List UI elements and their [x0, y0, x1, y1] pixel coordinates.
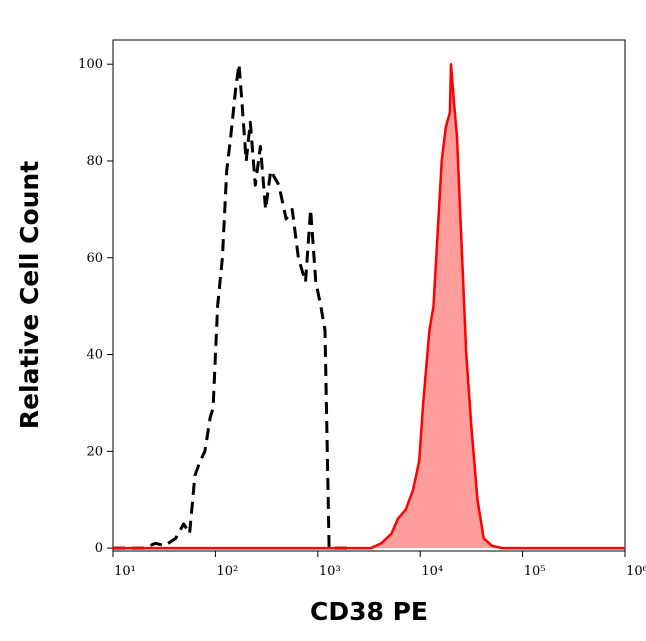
- plot-frame: [112, 39, 626, 552]
- y-tick-label: 40: [86, 348, 103, 363]
- x-tick-label: 10²: [217, 564, 239, 579]
- x-axis-title: CD38 PE: [310, 597, 428, 626]
- y-tick-label: 80: [86, 154, 103, 169]
- y-axis-title: Relative Cell Count: [15, 161, 44, 429]
- y-tick-label: 20: [86, 444, 103, 459]
- x-tick-label: 10¹: [114, 564, 136, 579]
- x-tick-label: 10³: [319, 564, 341, 579]
- line: [113, 62, 625, 550]
- x-tick-label: 10⁵: [524, 564, 546, 579]
- y-tick-label: 60: [86, 251, 103, 266]
- line: [113, 62, 349, 550]
- area: [113, 64, 625, 549]
- x-tick-label: 10⁶: [626, 564, 646, 579]
- y-tick-label: 0: [95, 541, 103, 556]
- y-tick-label: 100: [78, 57, 103, 72]
- x-tick-label: 10⁴: [421, 564, 443, 579]
